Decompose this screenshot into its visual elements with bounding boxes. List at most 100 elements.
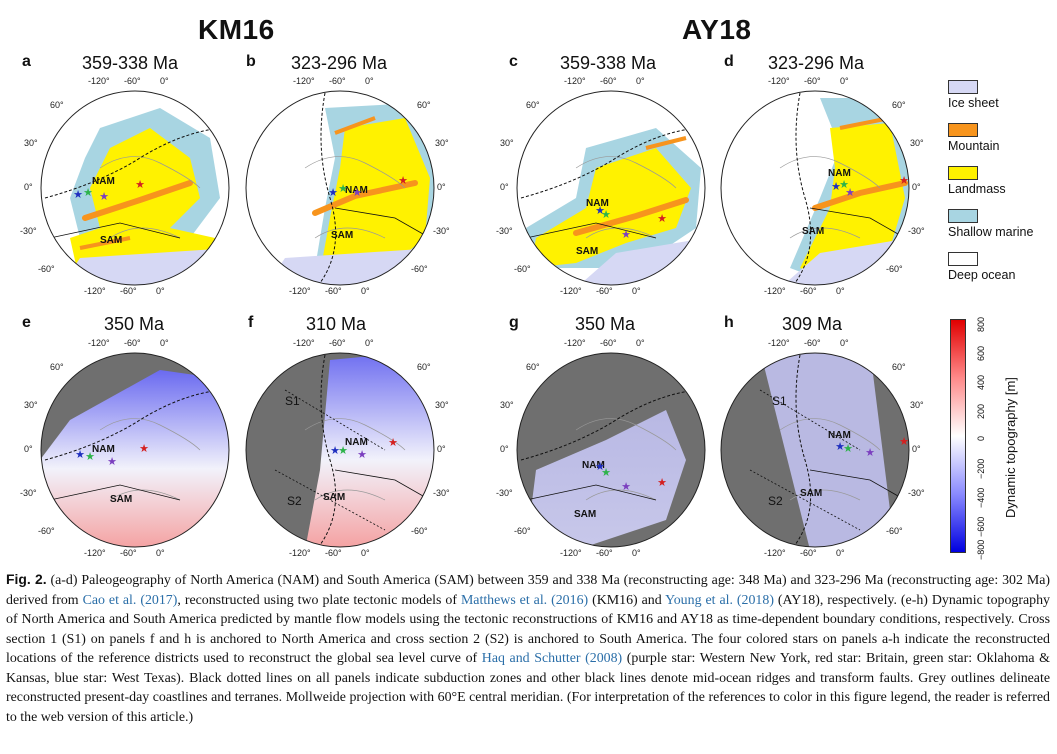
legend-item-landmass: Landmass <box>948 166 1053 209</box>
graticule-tick-label: -60° <box>596 548 613 558</box>
graticule-tick-label: -30° <box>433 488 450 498</box>
graticule-tick-label: 0° <box>437 182 446 192</box>
reference-star-icon: ★ <box>657 477 667 489</box>
graticule-tick-label: 30° <box>24 400 38 410</box>
reference-star-icon: ★ <box>621 481 631 493</box>
graticule-tick-label: -60° <box>411 526 428 536</box>
graticule-tick-label: 30° <box>910 138 924 148</box>
graticule-tick-label: 30° <box>910 400 924 410</box>
region-label-sam: SAM <box>802 226 824 237</box>
caption-fig-label: Fig. 2. <box>6 571 47 587</box>
graticule-tick-label: -30° <box>496 226 513 236</box>
graticule-tick-label: -60° <box>329 338 346 348</box>
caption-text: (AY18), respectively. (e-h) Dynamic topo… <box>6 592 1050 667</box>
graticule-tick-label: -60° <box>124 338 141 348</box>
panel-title-d: 323-296 Ma <box>768 53 865 73</box>
legend-label: Ice sheet <box>948 96 999 110</box>
reference-star-icon: ★ <box>839 179 849 191</box>
graticule-tick-label: 30° <box>24 138 38 148</box>
reference-star-icon: ★ <box>595 461 605 473</box>
graticule-tick-label: -60° <box>38 264 55 274</box>
graticule-tick-label: 30° <box>500 400 514 410</box>
reference-star-icon: ★ <box>75 449 85 461</box>
caption-ref-link[interactable]: Young et al. (2018) <box>665 592 774 608</box>
region-label-nam: NAM <box>586 198 609 209</box>
region-label-nam: NAM <box>92 176 115 187</box>
colorbar-tick: −800 <box>976 539 986 560</box>
colorbar <box>950 319 966 553</box>
graticule-tick-label: 0° <box>912 444 921 454</box>
panel-title-g: 350 Ma <box>575 314 636 334</box>
panel-title-a: 359-338 Ma <box>82 53 179 73</box>
caption-ref-link[interactable]: Matthews et al. (2016) <box>460 592 589 608</box>
region-label-sam: SAM <box>323 492 345 503</box>
legend-swatch <box>948 252 978 266</box>
caption-ref-link[interactable]: Cao et al. (2017) <box>82 592 178 608</box>
graticule-tick-label: -120° <box>289 548 311 558</box>
graticule-tick-label: -120° <box>564 76 586 86</box>
panel-letter-d: d <box>724 53 734 70</box>
graticule-tick-label: -30° <box>908 226 925 236</box>
reference-star-icon: ★ <box>601 467 611 479</box>
panel-letter-f: f <box>248 314 254 331</box>
graticule-tick-label: -120° <box>764 286 786 296</box>
reference-star-icon: ★ <box>899 436 909 448</box>
reference-star-icon: ★ <box>845 187 855 199</box>
graticule-tick-label: -60° <box>800 548 817 558</box>
reference-star-icon: ★ <box>328 187 338 199</box>
colorbar-title: Dynamic topography [m] <box>1003 377 1018 518</box>
region-label-nam: NAM <box>828 430 851 441</box>
panel-letter-h: h <box>724 314 734 331</box>
graticule-tick-label: 0° <box>836 286 845 296</box>
colorbar-tick: 800 <box>976 316 986 332</box>
graticule-tick-label: 0° <box>156 548 165 558</box>
graticule-tick-label: 30° <box>435 138 449 148</box>
graticule-tick-label: 0° <box>156 286 165 296</box>
graticule-tick-label: 60° <box>526 362 540 372</box>
reference-star-icon: ★ <box>843 443 853 455</box>
reference-star-icon: ★ <box>352 187 362 199</box>
graticule-tick-label: -60° <box>329 76 346 86</box>
graticule-tick-label: -30° <box>433 226 450 236</box>
graticule-tick-label: 0° <box>437 444 446 454</box>
graticule-tick-label: 60° <box>892 362 906 372</box>
graticule-tick-label: -60° <box>804 76 821 86</box>
reference-star-icon: ★ <box>865 447 875 459</box>
legend: Ice sheet Mountain Landmass Shallow mari… <box>948 80 1053 295</box>
graticule-tick-label: -30° <box>908 488 925 498</box>
graticule-tick-label: 0° <box>632 286 641 296</box>
graticule-tick-label: 0° <box>840 338 849 348</box>
graticule-tick-label: -120° <box>88 76 110 86</box>
graticule-tick-label: 0° <box>636 338 645 348</box>
graticule-tick-label: 0° <box>836 548 845 558</box>
graticule-tick-label: 0° <box>365 338 374 348</box>
reference-star-icon: ★ <box>99 191 109 203</box>
graticule-tick-label: -60° <box>120 286 137 296</box>
reference-star-icon: ★ <box>388 437 398 449</box>
graticule-tick-label: -120° <box>293 338 315 348</box>
graticule-tick-label: -120° <box>768 76 790 86</box>
caption-ref-link[interactable]: Haq and Schutter (2008) <box>481 651 623 666</box>
graticule-tick-label: -120° <box>560 548 582 558</box>
graticule-tick-label: 0° <box>361 548 370 558</box>
colorbar-tick: −200 <box>976 458 986 479</box>
graticule-tick-label: 0° <box>361 286 370 296</box>
panel-title-h: 309 Ma <box>782 314 843 334</box>
graticule-tick-label: -120° <box>560 286 582 296</box>
graticule-tick-label: 0° <box>632 548 641 558</box>
graticule-tick-label: -60° <box>600 76 617 86</box>
colorbar-tick: −400 <box>976 487 986 508</box>
reference-star-icon: ★ <box>657 213 667 225</box>
graticule-tick-label: 0° <box>24 444 33 454</box>
reference-star-icon: ★ <box>398 175 408 187</box>
graticule-tick-label: 60° <box>50 100 64 110</box>
reference-star-icon: ★ <box>601 209 611 221</box>
panel-letter-e: e <box>22 314 31 331</box>
reference-star-icon: ★ <box>835 441 845 453</box>
region-label-sam: SAM <box>574 509 596 520</box>
legend-label: Mountain <box>948 139 1000 153</box>
